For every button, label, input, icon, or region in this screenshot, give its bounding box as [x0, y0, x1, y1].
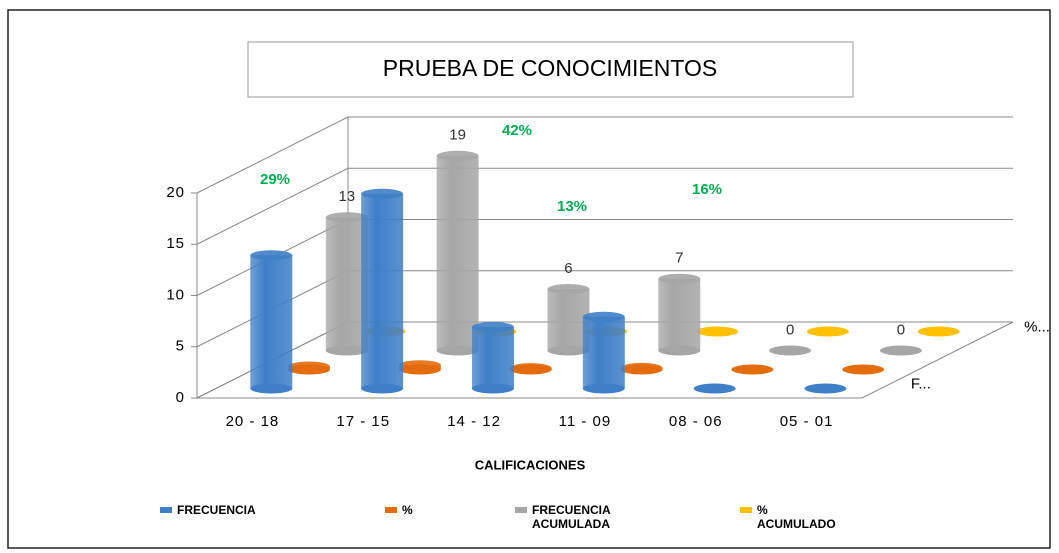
y-tick-label: 10 — [166, 286, 185, 303]
column-body — [471, 327, 514, 389]
column-base — [769, 345, 812, 356]
column-body — [658, 278, 701, 351]
column-body — [325, 217, 368, 351]
column-base — [879, 345, 922, 356]
column — [693, 383, 736, 394]
column — [806, 326, 849, 337]
legend-swatch — [160, 507, 172, 513]
column-top — [325, 212, 368, 223]
column — [769, 345, 812, 356]
column-body — [582, 316, 625, 389]
x-tick-label: 17 - 15 — [336, 413, 390, 430]
column-top — [436, 150, 479, 161]
column — [436, 150, 479, 356]
column — [879, 345, 922, 356]
data-label: 13 — [338, 188, 355, 205]
x-tick-label: 08 - 06 — [669, 413, 723, 430]
data-label: 29% — [260, 171, 290, 188]
column-body — [436, 155, 479, 351]
column — [325, 212, 368, 356]
chart-title: PRUEBA DE CONOCIMIENTOS — [383, 55, 717, 81]
column-top — [471, 322, 514, 332]
column-top — [582, 311, 625, 322]
legend-swatch — [740, 507, 752, 513]
legend-swatch — [515, 507, 527, 513]
legend-label: FRECUENCIA ACUMULADA — [532, 503, 611, 531]
column-top — [288, 361, 331, 372]
data-label: 7 — [675, 250, 683, 267]
data-label: 42% — [502, 122, 532, 139]
column-top — [509, 363, 552, 374]
x-tick-label: 11 - 09 — [559, 413, 612, 430]
column-body — [547, 289, 590, 351]
column-base — [806, 326, 849, 337]
column — [547, 284, 590, 356]
x-tick-label: 20 - 18 — [226, 413, 280, 430]
column — [361, 188, 404, 394]
column-top — [620, 362, 663, 373]
column-base — [696, 326, 739, 337]
x-tick-label: 14 - 12 — [447, 413, 501, 430]
frame — [7, 9, 1051, 549]
column-top — [250, 250, 293, 261]
data-label: 6 — [564, 260, 572, 277]
column — [509, 363, 552, 375]
depth-label: %... — [1024, 318, 1050, 335]
column — [658, 273, 701, 356]
data-label: 19 — [449, 127, 466, 144]
grid-line — [196, 167, 1013, 245]
column-body — [361, 193, 404, 389]
data-label: 16% — [692, 181, 722, 198]
data-label: 13% — [557, 198, 587, 215]
y-tick-label: 0 — [176, 389, 185, 406]
column — [731, 364, 774, 375]
column-body — [250, 255, 293, 389]
column-top — [547, 284, 590, 294]
column-top — [361, 188, 404, 199]
column-top — [398, 360, 441, 371]
y-tick-label: 20 — [166, 184, 185, 201]
legend-swatch — [385, 507, 397, 513]
y-tick-label: 5 — [176, 338, 185, 355]
column — [842, 364, 885, 375]
column — [620, 362, 663, 375]
legend-label: FRECUENCIA — [177, 503, 256, 517]
column — [804, 383, 847, 394]
column — [398, 360, 441, 375]
grid-line — [196, 116, 1013, 194]
column-base — [693, 383, 736, 394]
column-base — [917, 326, 960, 337]
legend-label: % — [402, 503, 413, 517]
column-base — [842, 364, 885, 375]
title-box — [247, 41, 854, 98]
depth-label: F... — [911, 375, 931, 392]
y-tick-label: 15 — [166, 235, 185, 252]
data-label: 0 — [897, 321, 905, 338]
x-tick-label: 05 - 01 — [780, 413, 834, 430]
x-axis-label: CALIFICACIONES — [475, 457, 586, 472]
column-base — [804, 383, 847, 394]
column — [471, 322, 514, 394]
column — [696, 326, 739, 337]
column-top — [658, 273, 701, 284]
legend-label: % ACUMULADO — [757, 503, 836, 531]
column — [582, 311, 625, 394]
column — [917, 326, 960, 337]
column — [250, 250, 293, 394]
column — [288, 361, 331, 375]
data-label: 0 — [786, 321, 794, 338]
column-base — [731, 364, 774, 375]
